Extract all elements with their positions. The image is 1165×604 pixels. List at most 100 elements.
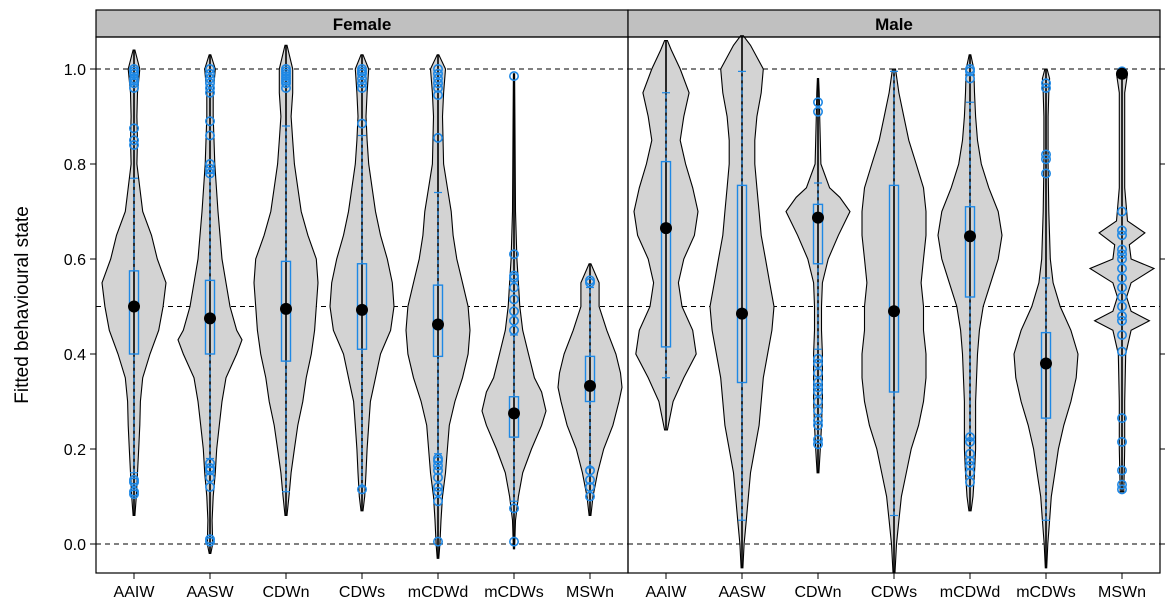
outlier-point xyxy=(205,64,216,75)
outlier-point xyxy=(432,536,443,547)
outlier-point xyxy=(432,460,443,471)
median-dot xyxy=(660,222,672,235)
outlier-point xyxy=(964,436,975,447)
outlier-point xyxy=(964,73,975,84)
median-dot xyxy=(584,379,596,392)
outlier-point xyxy=(280,64,291,75)
outlier-point xyxy=(205,87,216,98)
x-tick-label: mCDWs xyxy=(1016,584,1076,601)
outlier-point xyxy=(1041,149,1052,160)
iqr-box xyxy=(584,355,596,403)
panel-title: Female xyxy=(333,15,392,34)
violin-mcdws: mCDWs xyxy=(1013,68,1079,601)
outlier-point xyxy=(356,83,367,94)
outlier-point xyxy=(1117,465,1128,476)
outlier-point xyxy=(584,275,595,286)
outlier-point xyxy=(205,472,216,483)
outlier-point xyxy=(1117,479,1128,490)
outlier-point xyxy=(432,64,443,75)
outlier-point xyxy=(432,453,443,464)
outlier-point xyxy=(1117,346,1128,357)
x-tick-label: mCDWd xyxy=(940,584,1000,601)
outlier-point xyxy=(1117,310,1128,321)
x-tick-label: CDWn xyxy=(262,584,309,601)
outlier-point xyxy=(508,503,519,514)
iqr-box xyxy=(812,203,824,265)
x-tick-label: AASW xyxy=(186,584,234,601)
iqr-box xyxy=(736,184,748,384)
violin-mswn: MSWn xyxy=(1088,66,1156,601)
outlier-point xyxy=(356,78,367,89)
outlier-point xyxy=(812,405,823,416)
outlier-point xyxy=(964,455,975,466)
outlier-point xyxy=(205,458,216,469)
outlier-point xyxy=(1117,225,1128,236)
outlier-point xyxy=(1041,78,1052,89)
outlier-point xyxy=(1117,249,1128,260)
outlier-point xyxy=(812,415,823,426)
outlier-point xyxy=(812,367,823,378)
outlier-point xyxy=(356,73,367,84)
outlier-point xyxy=(356,484,367,495)
median-dot xyxy=(204,312,216,325)
iqr-box xyxy=(888,184,900,393)
x-tick-label: CDWs xyxy=(339,584,385,601)
outlier-point xyxy=(964,460,975,471)
outlier-point xyxy=(508,282,519,293)
x-tick-label: mCDWd xyxy=(408,584,468,601)
outlier-point xyxy=(129,64,140,75)
outlier-point xyxy=(812,396,823,407)
median-dot xyxy=(1040,357,1052,370)
outlier-point xyxy=(812,353,823,364)
outlier-point xyxy=(205,78,216,89)
x-tick-label: AAIW xyxy=(646,584,688,601)
median-dot xyxy=(736,307,748,320)
x-tick-label: AAIW xyxy=(114,584,156,601)
violin-aaiw: AAIW xyxy=(101,49,167,601)
median-dot xyxy=(812,211,824,224)
median-dot xyxy=(356,303,368,316)
outlier-point xyxy=(812,97,823,108)
panel-title: Male xyxy=(875,15,913,34)
outlier-point xyxy=(356,64,367,75)
outlier-point xyxy=(129,123,140,134)
outlier-point xyxy=(432,465,443,476)
violin-mcdwd: mCDWd xyxy=(937,54,1003,601)
panel-male: Male AAIW AASW CDWn CDWs mCDWd mCDWs MSWn xyxy=(627,9,1161,601)
outlier-point xyxy=(812,358,823,369)
outlier-point xyxy=(205,481,216,492)
y-axis-title: Fitted behavioural state xyxy=(12,206,33,404)
outlier-point xyxy=(508,71,519,82)
outlier-point xyxy=(432,90,443,101)
y-tick-label: 0.4 xyxy=(64,347,86,364)
outlier-point xyxy=(1041,154,1052,165)
x-tick-label: CDWs xyxy=(871,584,917,601)
outlier-point xyxy=(1117,206,1128,217)
outlier-point xyxy=(1117,329,1128,340)
outlier-point xyxy=(584,481,595,492)
outlier-point xyxy=(1117,244,1128,255)
median-dot xyxy=(508,407,520,420)
outlier-point xyxy=(812,382,823,393)
violin-aasw: AASW xyxy=(709,35,775,601)
outlier-point xyxy=(1117,436,1128,447)
outlier-point xyxy=(1117,291,1128,302)
y-tick-label: 0.6 xyxy=(64,252,86,269)
y-tick-label: 1.0 xyxy=(64,62,86,79)
outlier-point xyxy=(205,159,216,170)
outlier-point xyxy=(1117,301,1128,312)
outlier-point xyxy=(432,481,443,492)
outlier-point xyxy=(508,325,519,336)
y-tick-label: 0.8 xyxy=(64,157,86,174)
outlier-point xyxy=(205,68,216,79)
outlier-point xyxy=(432,132,443,143)
outlier-point xyxy=(812,420,823,431)
outlier-point xyxy=(129,73,140,84)
outlier-point xyxy=(964,64,975,75)
violin-mcdwd: mCDWd xyxy=(405,54,471,601)
outlier-point xyxy=(1117,230,1128,241)
outlier-point xyxy=(1117,282,1128,293)
y-tick-label: 0.0 xyxy=(64,537,86,554)
violin-cdwn: CDWn xyxy=(253,44,319,601)
outlier-point xyxy=(1117,254,1128,265)
